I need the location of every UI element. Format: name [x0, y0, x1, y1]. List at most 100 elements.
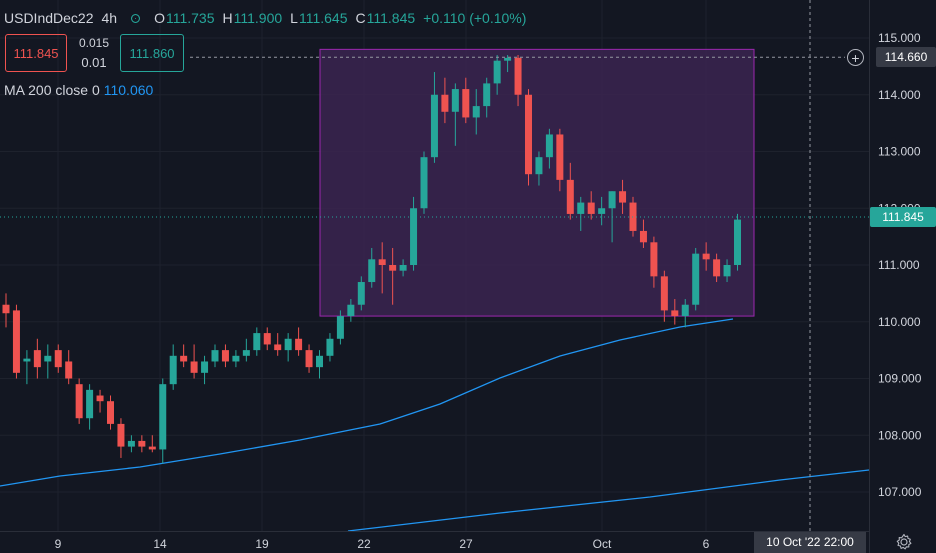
candle-body [399, 265, 407, 271]
candle-body [23, 358, 31, 362]
candle-body [211, 350, 219, 362]
candle-body [117, 423, 125, 447]
candle-body [692, 253, 700, 305]
candle-body [86, 389, 94, 419]
candle-body [451, 89, 459, 112]
current-price-label: 111.845 [870, 207, 936, 228]
buy-button[interactable]: 111.860 [120, 34, 184, 72]
high-label: H [222, 10, 233, 26]
candle-body [347, 304, 355, 317]
candle-body [566, 179, 574, 214]
symbol-legend: USDIndDec22 4h O 111.735 H 111.900 L 111.64… [4, 8, 534, 28]
time-tick-label: 14 [153, 537, 167, 551]
candle-body [639, 230, 647, 243]
candle-body [357, 282, 365, 305]
candle-body [201, 361, 209, 373]
candle-body [378, 259, 386, 265]
symbol-interval[interactable]: 4h [101, 10, 118, 26]
ma-label: MA 200 close 0 [4, 82, 100, 98]
candle-body [545, 134, 553, 158]
candle-body [127, 440, 135, 447]
candle-body [368, 259, 376, 283]
price-tick-label: 114.000 [878, 88, 921, 102]
candle-body [713, 259, 721, 277]
candles-group [2, 55, 741, 464]
time-tick-label: 22 [357, 537, 371, 551]
price-tick-label: 115.000 [878, 31, 921, 45]
candle-body [702, 253, 710, 260]
open-label: O [154, 10, 165, 26]
price-tick-label: 108.000 [878, 428, 922, 442]
price-tick-label: 107.000 [878, 485, 922, 499]
candle-body [295, 338, 303, 351]
ma-legend[interactable]: MA 200 close 0 110.060 [4, 82, 153, 98]
candle-body [326, 338, 334, 356]
candle-body [556, 134, 564, 180]
candle-body [514, 57, 522, 95]
time-tick-label: 27 [459, 537, 473, 551]
candle-body [472, 106, 480, 118]
candle-body [598, 208, 606, 214]
time-tick-label: Oct [593, 537, 612, 551]
sell-button[interactable]: 111.845 [5, 34, 67, 72]
plus-circle-icon[interactable]: + [847, 48, 864, 66]
highlight-rectangle [319, 48, 755, 317]
spread-value: 0.015 [78, 36, 110, 50]
candle-body [493, 60, 501, 84]
candle-body [587, 202, 595, 214]
low-label: L [290, 10, 298, 26]
open-value: 111.735 [165, 10, 215, 26]
candle-body [96, 395, 104, 402]
candle-body [462, 89, 470, 118]
close-value: 111.845 [366, 10, 416, 26]
quantity-step[interactable]: 0.01 [81, 55, 107, 70]
candle-body [577, 202, 585, 214]
time-axis: 9 14 19 22 27 Oct 6 [55, 537, 710, 551]
spread-panel: 0.015 0.01 [72, 34, 116, 72]
candle-body [2, 304, 10, 314]
candle-body [316, 355, 323, 368]
candle-body [441, 94, 449, 112]
crosshair-time-label: 10 Oct '22 22:00 [754, 532, 866, 553]
crosshair-price-label: 114.660 [876, 47, 936, 68]
candle-body [44, 355, 52, 362]
candle-body [75, 384, 83, 419]
price-tick-label: 111.000 [878, 258, 920, 272]
candle-body [681, 304, 689, 317]
price-tick-label: 109.000 [878, 372, 922, 386]
candle-body [107, 401, 114, 424]
candle-body [525, 94, 532, 175]
candle-body [242, 350, 250, 356]
candle-body [12, 310, 20, 373]
candle-body [336, 316, 344, 339]
low-value: 111.645 [298, 10, 348, 26]
candle-body [253, 333, 261, 351]
time-tick-label: 19 [255, 537, 269, 551]
gear-icon[interactable] [895, 533, 913, 551]
candle-body [138, 440, 146, 447]
candle-body [180, 355, 188, 362]
price-tick-label: 113.000 [878, 145, 921, 159]
candle-body [169, 355, 177, 385]
time-tick-label: 9 [55, 537, 62, 551]
candle-body [420, 157, 428, 209]
candle-body [54, 350, 62, 368]
candle-body [619, 191, 627, 203]
candle-body [734, 219, 741, 265]
candle-body [148, 446, 156, 450]
ma-200-line [0, 318, 734, 487]
ma-long-line [347, 469, 870, 532]
symbol-name[interactable]: USDIndDec22 [4, 10, 94, 26]
candle-body [190, 361, 198, 373]
change-value: +0.110 (+0.10%) [423, 10, 527, 26]
time-tick-label: 6 [703, 537, 710, 551]
candle-body [504, 57, 512, 61]
candle-body [33, 350, 41, 368]
candle-body [274, 344, 282, 351]
candle-body [430, 94, 438, 158]
market-status-dot-icon [131, 13, 141, 23]
candle-body [671, 310, 679, 317]
close-label: C [355, 10, 366, 26]
candle-body [660, 276, 668, 311]
